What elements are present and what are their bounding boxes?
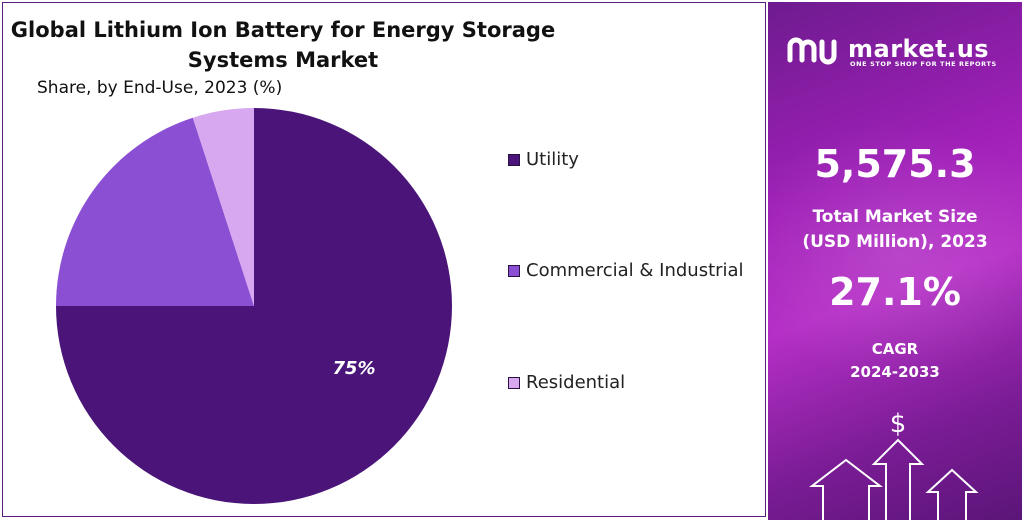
legend-item: Residential: [508, 372, 625, 393]
brand-name: market.us: [848, 35, 990, 63]
legend-label: Commercial & Industrial: [526, 260, 744, 281]
market-size-label-line-1: Total Market Size: [812, 207, 978, 227]
legend-item: Utility: [508, 149, 579, 170]
brand-logo: market.us: [786, 32, 989, 66]
cagr-label: CAGR 2024-2033: [768, 338, 1022, 384]
market-size-value: 5,575.3: [814, 142, 976, 186]
pie-data-label: 75%: [332, 358, 375, 379]
chart-panel: Global Lithium Ion Battery for Energy St…: [2, 2, 766, 517]
up-arrow-icon: [809, 458, 883, 520]
market-size-label: Total Market Size (USD Million), 2023: [768, 205, 1022, 255]
up-arrow-icon: [925, 468, 979, 520]
cagr-value: 27.1%: [829, 270, 961, 314]
cagr-label-line-2: 2024-2033: [850, 363, 940, 381]
up-arrow-icon: [871, 438, 925, 520]
background-glow: [768, 122, 1022, 382]
legend-swatch: [508, 376, 520, 389]
growth-arrows-graphic: $: [809, 409, 979, 520]
brand-tagline: ONE STOP SHOP FOR THE REPORTS: [850, 60, 997, 68]
legend-label: Utility: [526, 149, 579, 170]
legend-swatch: [508, 264, 520, 277]
legend-swatch: [508, 153, 520, 166]
chart-title-line-2: Systems Market: [187, 48, 379, 72]
pie-slice-commercial-industrial: [56, 117, 254, 306]
chart-title-line-1: Global Lithium Ion Battery for Energy St…: [10, 18, 556, 42]
market-size-label-line-2: (USD Million), 2023: [802, 232, 988, 252]
chart-title: Global Lithium Ion Battery for Energy St…: [3, 15, 563, 75]
market-us-logo-icon: [787, 37, 837, 65]
chart-subtitle: Share, by End-Use, 2023 (%): [37, 78, 283, 98]
cagr-label-line-1: CAGR: [871, 340, 919, 358]
summary-panel: market.us ONE STOP SHOP FOR THE REPORTS …: [768, 2, 1022, 520]
legend-label: Residential: [526, 372, 626, 393]
legend-item: Commercial & Industrial: [508, 260, 744, 281]
dollar-icon: $: [890, 409, 907, 439]
pie-chart: 75%: [56, 108, 452, 504]
pie-slice-residential: [192, 108, 254, 306]
